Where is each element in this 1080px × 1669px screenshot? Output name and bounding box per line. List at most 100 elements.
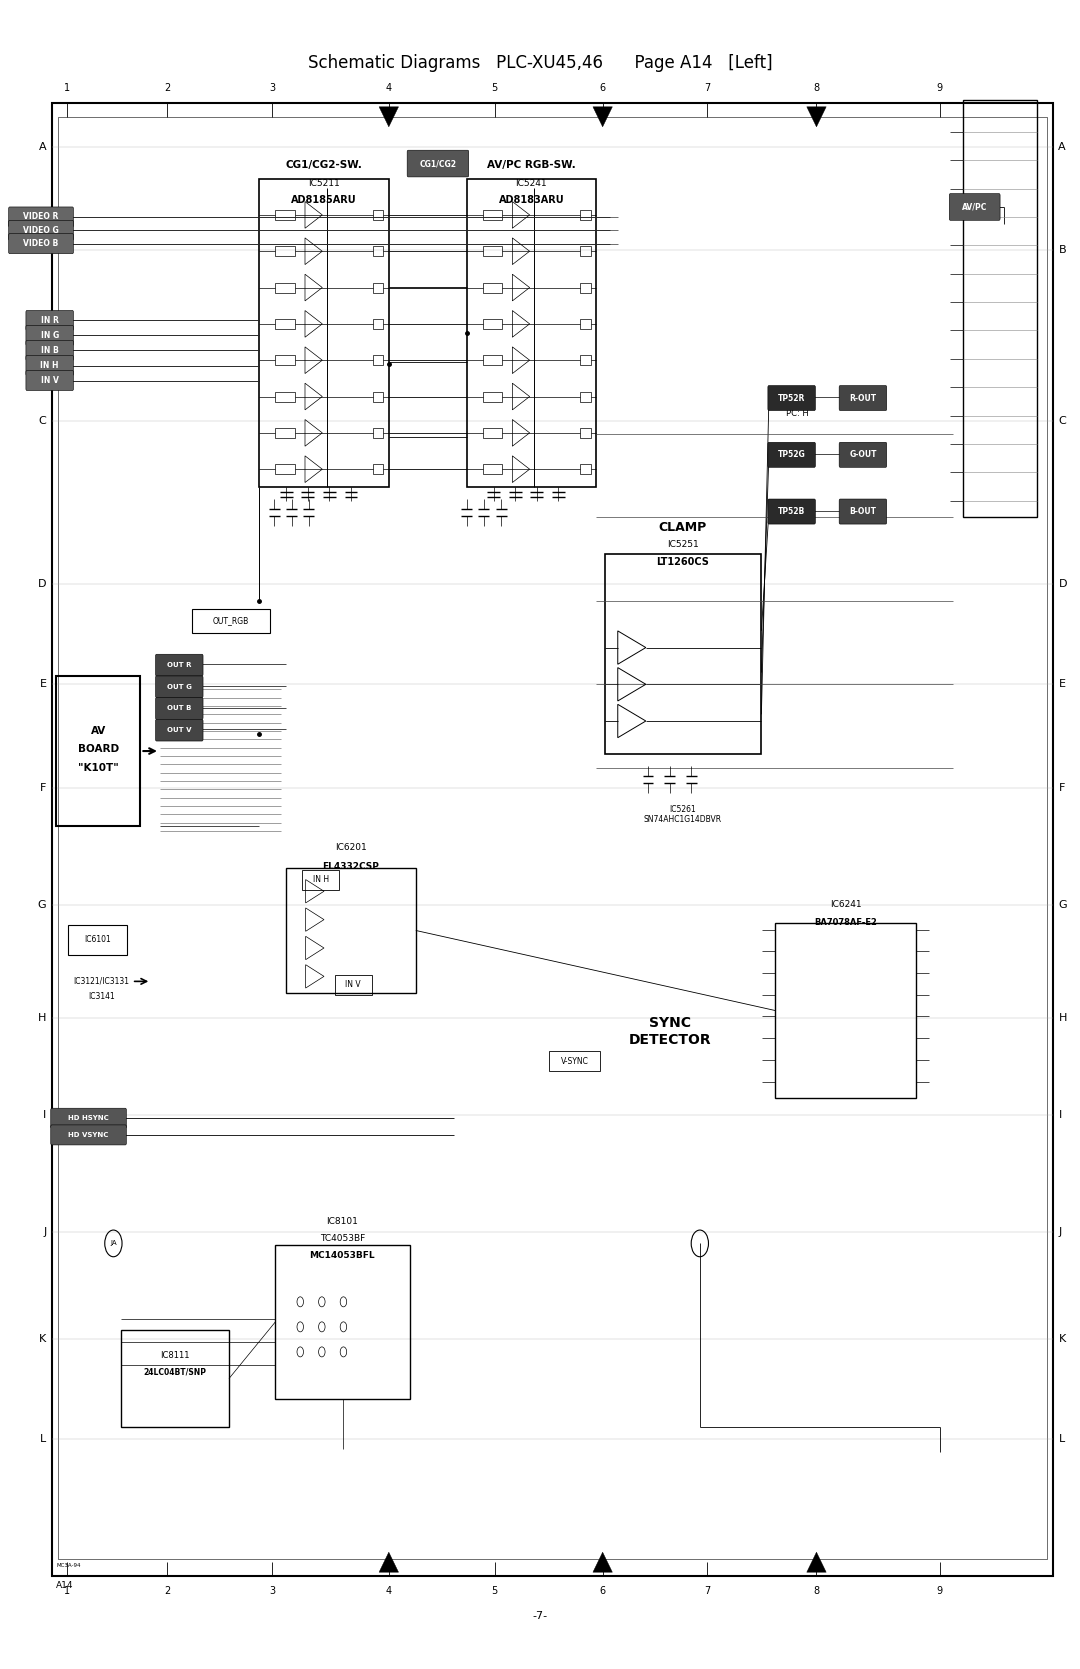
FancyBboxPatch shape	[768, 442, 815, 467]
Bar	[52, 103, 1053, 1576]
Bar	[275, 282, 295, 292]
Bar	[775, 923, 916, 1098]
Bar	[580, 210, 591, 220]
Text: AV: AV	[91, 726, 106, 736]
Text: 9: 9	[936, 83, 943, 93]
FancyBboxPatch shape	[51, 1125, 126, 1145]
Text: B: B	[39, 245, 46, 255]
Text: AD8185ARU: AD8185ARU	[292, 195, 356, 205]
FancyBboxPatch shape	[26, 325, 73, 345]
Text: IC8111: IC8111	[160, 1350, 190, 1360]
Bar	[275, 319, 295, 329]
Text: 2: 2	[164, 83, 171, 93]
Polygon shape	[593, 107, 612, 127]
Bar	[373, 427, 383, 437]
Bar	[467, 179, 596, 487]
Text: BA7078AF-E2: BA7078AF-E2	[814, 918, 877, 928]
FancyBboxPatch shape	[839, 499, 887, 524]
Bar	[483, 210, 502, 220]
Text: 1: 1	[64, 1586, 70, 1596]
Bar	[580, 427, 591, 437]
Polygon shape	[807, 107, 826, 127]
Text: IN B: IN B	[41, 345, 58, 355]
Text: "K10T": "K10T"	[78, 763, 119, 773]
Bar	[121, 1330, 229, 1427]
Text: MC3A-94: MC3A-94	[56, 1564, 81, 1567]
Text: 8: 8	[813, 83, 820, 93]
Text: AV/PC: AV/PC	[962, 202, 987, 212]
Text: G-OUT: G-OUT	[849, 451, 877, 459]
FancyBboxPatch shape	[26, 355, 73, 376]
Bar	[483, 247, 502, 257]
Text: 5: 5	[491, 83, 498, 93]
Text: K: K	[1058, 1334, 1066, 1344]
Text: 9: 9	[936, 1586, 943, 1596]
Text: B: B	[1058, 245, 1066, 255]
Bar	[373, 464, 383, 474]
Text: IN H: IN H	[40, 361, 59, 371]
Polygon shape	[379, 107, 399, 127]
FancyBboxPatch shape	[156, 654, 203, 676]
Bar	[56, 676, 140, 826]
Bar	[373, 282, 383, 292]
Bar	[580, 355, 591, 366]
FancyBboxPatch shape	[9, 207, 73, 227]
Text: J: J	[1058, 1227, 1062, 1237]
Text: AV: L: AV: L	[787, 392, 807, 402]
Bar	[580, 319, 591, 329]
FancyBboxPatch shape	[768, 386, 815, 411]
Text: OUT B: OUT B	[167, 706, 191, 711]
Text: E: E	[40, 679, 46, 689]
Text: IC5261
SN74AHC1G14DBVR: IC5261 SN74AHC1G14DBVR	[644, 804, 721, 824]
Text: OUT G: OUT G	[166, 684, 192, 689]
Polygon shape	[807, 1552, 826, 1572]
Text: K: K	[39, 1334, 46, 1344]
Bar	[373, 210, 383, 220]
Text: D: D	[38, 579, 46, 589]
FancyBboxPatch shape	[9, 234, 73, 254]
Text: IN H: IN H	[313, 875, 328, 885]
Text: 4: 4	[386, 1586, 392, 1596]
Text: TP52G: TP52G	[778, 451, 806, 459]
Text: E: E	[1058, 679, 1065, 689]
Bar	[483, 355, 502, 366]
Text: PC: H: PC: H	[785, 409, 809, 419]
Text: F: F	[1058, 783, 1065, 793]
Text: 7: 7	[704, 83, 711, 93]
Bar	[483, 392, 502, 402]
Text: IC6201: IC6201	[335, 843, 367, 853]
FancyBboxPatch shape	[156, 676, 203, 698]
Text: I: I	[1058, 1110, 1062, 1120]
FancyBboxPatch shape	[949, 194, 1000, 220]
Bar	[58, 117, 1047, 1559]
Text: 4: 4	[386, 83, 392, 93]
Text: 1: 1	[64, 83, 70, 93]
Bar	[580, 247, 591, 257]
FancyBboxPatch shape	[156, 698, 203, 719]
Bar	[580, 282, 591, 292]
Text: IC5241: IC5241	[515, 179, 548, 189]
Polygon shape	[593, 1552, 612, 1572]
Text: C: C	[1058, 416, 1066, 426]
Text: IN R: IN R	[41, 315, 58, 325]
Bar	[483, 282, 502, 292]
Text: CLAMP: CLAMP	[659, 521, 706, 534]
Bar	[275, 355, 295, 366]
Text: 3: 3	[269, 1586, 275, 1596]
FancyBboxPatch shape	[768, 499, 815, 524]
Bar	[483, 427, 502, 437]
FancyBboxPatch shape	[839, 386, 887, 411]
Text: TP52B: TP52B	[778, 507, 806, 516]
Text: 8: 8	[813, 1586, 820, 1596]
Text: CG1/CG2-SW.: CG1/CG2-SW.	[285, 160, 363, 170]
Text: EL4332CSP: EL4332CSP	[323, 861, 379, 871]
Text: HD HSYNC: HD HSYNC	[68, 1115, 109, 1122]
Text: L: L	[1058, 1434, 1065, 1444]
Bar	[192, 609, 270, 633]
Bar	[275, 210, 295, 220]
Text: 24LC04BT/SNP: 24LC04BT/SNP	[144, 1367, 206, 1377]
Text: IC5251: IC5251	[666, 539, 699, 549]
Polygon shape	[379, 1552, 399, 1572]
Bar	[275, 247, 295, 257]
Text: 2: 2	[164, 1586, 171, 1596]
